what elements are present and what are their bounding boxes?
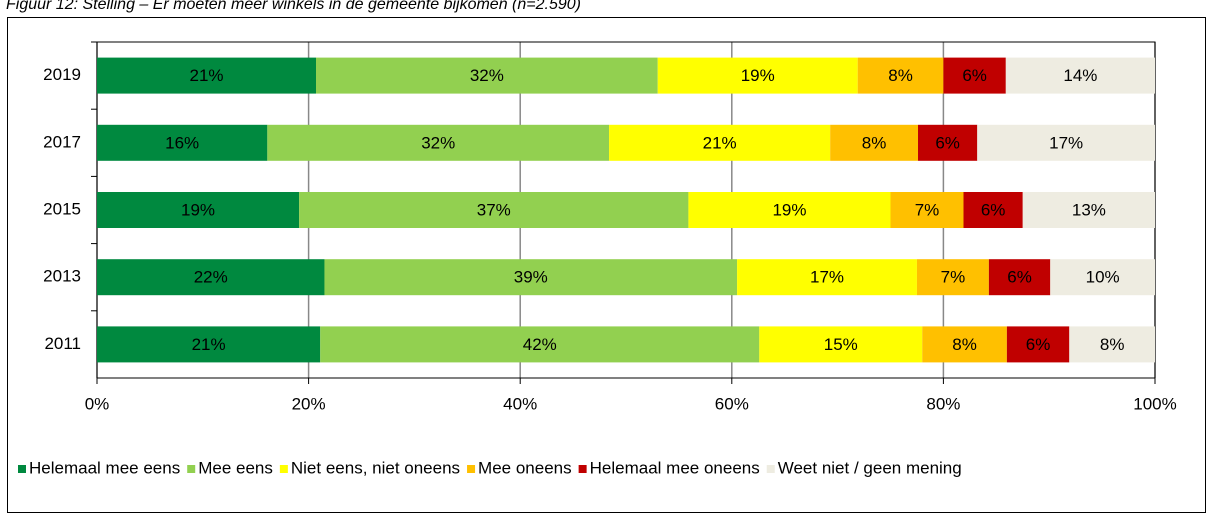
x-tick-label: 80%: [926, 394, 960, 413]
bar-segment: [943, 57, 1006, 94]
bar-segment: [857, 57, 944, 94]
data-label: 6%: [962, 66, 987, 85]
bar-segment: [737, 259, 917, 296]
data-label: 13%: [1072, 200, 1106, 219]
bar-segment: [759, 326, 923, 363]
y-tick-label: 2019: [43, 65, 81, 84]
legend-label: Niet eens, niet oneens: [291, 458, 460, 477]
bar-segment: [988, 259, 1051, 296]
bar-segment: [1006, 326, 1070, 363]
y-tick-label: 2015: [43, 199, 81, 218]
legend-swatch: [279, 465, 288, 473]
bar-segment: [97, 57, 317, 94]
x-tick-label: 40%: [503, 394, 537, 413]
frame: [7, 17, 1206, 513]
legend-label: Mee oneens: [478, 458, 572, 477]
data-label: 6%: [981, 200, 1006, 219]
bar-segment: [324, 259, 738, 296]
bar-segment: [688, 192, 891, 228]
data-label: 37%: [477, 200, 511, 219]
legend-swatch: [467, 465, 476, 473]
data-label: 6%: [1026, 335, 1051, 354]
bar-segment: [97, 259, 325, 296]
data-label: 8%: [952, 335, 977, 354]
bar-segment: [267, 124, 610, 161]
bar-segment: [830, 124, 919, 161]
data-label: 17%: [810, 268, 844, 287]
y-tick-label: 2017: [43, 132, 81, 151]
legend-swatch: [18, 465, 26, 473]
data-label: 6%: [1007, 268, 1032, 287]
data-label: 7%: [941, 268, 966, 287]
data-label: 8%: [862, 133, 887, 152]
data-label: 17%: [1049, 133, 1083, 152]
data-label: 16%: [165, 133, 199, 152]
bar-segment: [963, 192, 1023, 228]
bar-segment: [609, 124, 831, 161]
bar-segment: [1022, 192, 1155, 228]
bar-segment: [97, 326, 321, 363]
bar-segment: [1050, 259, 1155, 296]
legend-swatch: [766, 465, 775, 473]
data-label: 14%: [1063, 66, 1097, 85]
bar-segment: [320, 326, 760, 363]
data-label: 19%: [741, 66, 775, 85]
data-label: 19%: [181, 200, 215, 219]
data-label: 8%: [888, 66, 913, 85]
bar-segment: [977, 124, 1155, 161]
x-tick-label: 100%: [1133, 394, 1176, 413]
bar-segment: [916, 259, 989, 296]
data-label: 42%: [523, 335, 557, 354]
data-label: 32%: [421, 133, 455, 152]
legend-label: Helemaal mee eens: [29, 458, 180, 477]
legend-label: Helemaal mee oneens: [590, 458, 760, 477]
data-label: 32%: [470, 66, 504, 85]
data-label: 15%: [824, 335, 858, 354]
data-label: 22%: [194, 268, 228, 287]
x-tick-label: 60%: [715, 394, 749, 413]
chart-title: Figuur 12: Stelling – Er moeten meer win…: [6, 0, 581, 13]
bar-segment: [922, 326, 1007, 363]
bar-segment: [1005, 57, 1155, 94]
data-label: 7%: [915, 200, 940, 219]
bar-segment: [299, 192, 689, 228]
data-label: 10%: [1086, 268, 1120, 287]
bar-segment: [1069, 326, 1155, 363]
data-label: 21%: [192, 335, 226, 354]
data-label: 6%: [935, 133, 960, 152]
data-label: 21%: [703, 133, 737, 152]
x-tick-label: 20%: [292, 394, 326, 413]
data-label: 8%: [1100, 335, 1125, 354]
bar-segment: [657, 57, 858, 94]
bar-segment: [316, 57, 658, 94]
data-label: 39%: [514, 268, 548, 287]
y-tick-label: 2011: [44, 334, 81, 353]
legend-swatch: [187, 465, 196, 473]
legend-label: Mee eens: [198, 458, 273, 477]
x-tick-label: 0%: [85, 394, 110, 413]
bar-segment: [918, 124, 978, 161]
data-label: 21%: [189, 66, 223, 85]
data-label: 19%: [772, 200, 806, 219]
bar-segment: [97, 124, 268, 161]
bar-segment: [890, 192, 964, 228]
legend-swatch: [578, 465, 587, 473]
y-tick-label: 2013: [43, 267, 81, 286]
legend-label: Weet niet / geen mening: [778, 458, 962, 477]
bar-segment: [97, 192, 300, 228]
